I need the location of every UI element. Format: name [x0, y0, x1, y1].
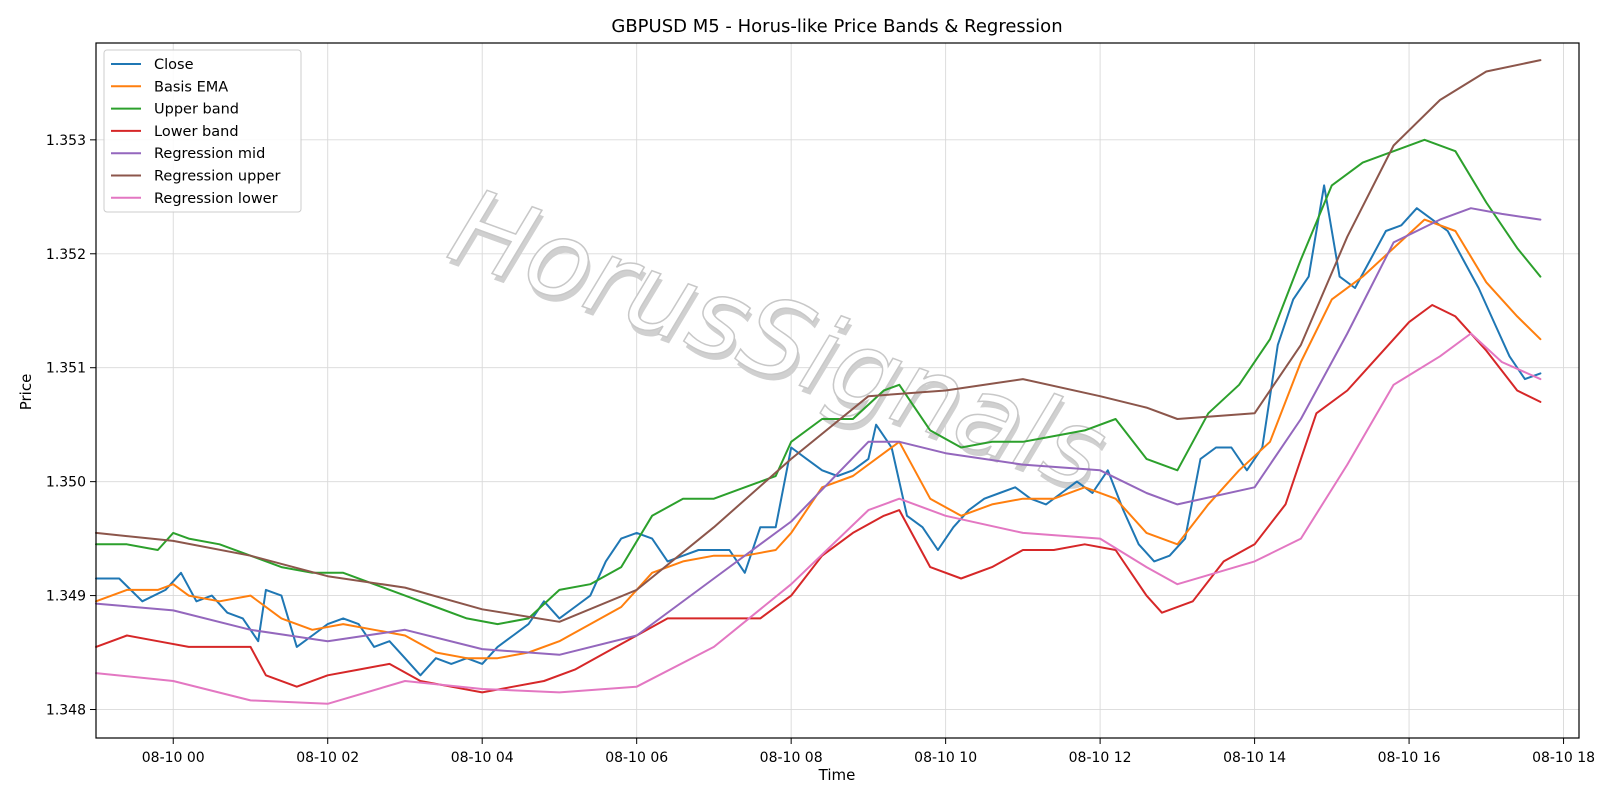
- x-tick-label: 08-10 12: [1069, 750, 1132, 766]
- x-tick-label: 08-10 16: [1378, 750, 1441, 766]
- y-tick-label: 1.348: [46, 703, 86, 719]
- legend-label-basis-ema: Basis EMA: [154, 79, 228, 95]
- series-line-lower-band: [95, 304, 1542, 694]
- legend-label-lower-band: Lower band: [154, 124, 239, 140]
- legend-label-regression-lower: Regression lower: [154, 191, 278, 207]
- y-tick-label: 1.352: [46, 247, 86, 263]
- legend: Close Basis EMA Upper band Lower band Regres…: [103, 49, 302, 213]
- series-layer: [95, 59, 1542, 705]
- x-tick-label: 08-10 08: [760, 750, 823, 766]
- legend-label-upper-band: Upper band: [154, 102, 239, 118]
- tick-layer: 08-10 00 08-10 02 08-10 04 08-10 06 08-10 08…: [46, 133, 1595, 766]
- watermark-text: HorusSignals: [436, 165, 1121, 514]
- x-tick-label: 08-10 18: [1532, 750, 1595, 766]
- series-line-regression-lower: [95, 332, 1542, 705]
- x-tick-label: 08-10 00: [142, 750, 205, 766]
- series-line-regression-mid: [95, 207, 1542, 656]
- series-line-close: [95, 184, 1542, 677]
- legend-label-regression-upper: Regression upper: [154, 169, 280, 185]
- y-axis-label: Price: [17, 374, 35, 411]
- x-axis-label: Time: [818, 766, 856, 784]
- y-tick-label: 1.351: [46, 361, 86, 377]
- legend-label-close: Close: [154, 57, 194, 73]
- y-tick-label: 1.353: [46, 133, 86, 149]
- y-tick-label: 1.349: [46, 589, 86, 605]
- x-tick-label: 08-10 02: [296, 750, 359, 766]
- x-tick-label: 08-10 14: [1223, 750, 1286, 766]
- y-tick-label: 1.350: [46, 475, 86, 491]
- series-line-basis-ema: [95, 218, 1542, 660]
- legend-label-regression-mid: Regression mid: [154, 146, 265, 162]
- legend-box: [103, 49, 302, 213]
- series-line-regression-upper: [95, 59, 1542, 623]
- plot-frame: [95, 42, 1580, 739]
- chart-title: GBPUSD M5 - Horus-like Price Bands & Reg…: [611, 16, 1062, 37]
- x-tick-label: 08-10 10: [914, 750, 977, 766]
- x-tick-label: 08-10 06: [605, 750, 668, 766]
- x-tick-label: 08-10 04: [451, 750, 514, 766]
